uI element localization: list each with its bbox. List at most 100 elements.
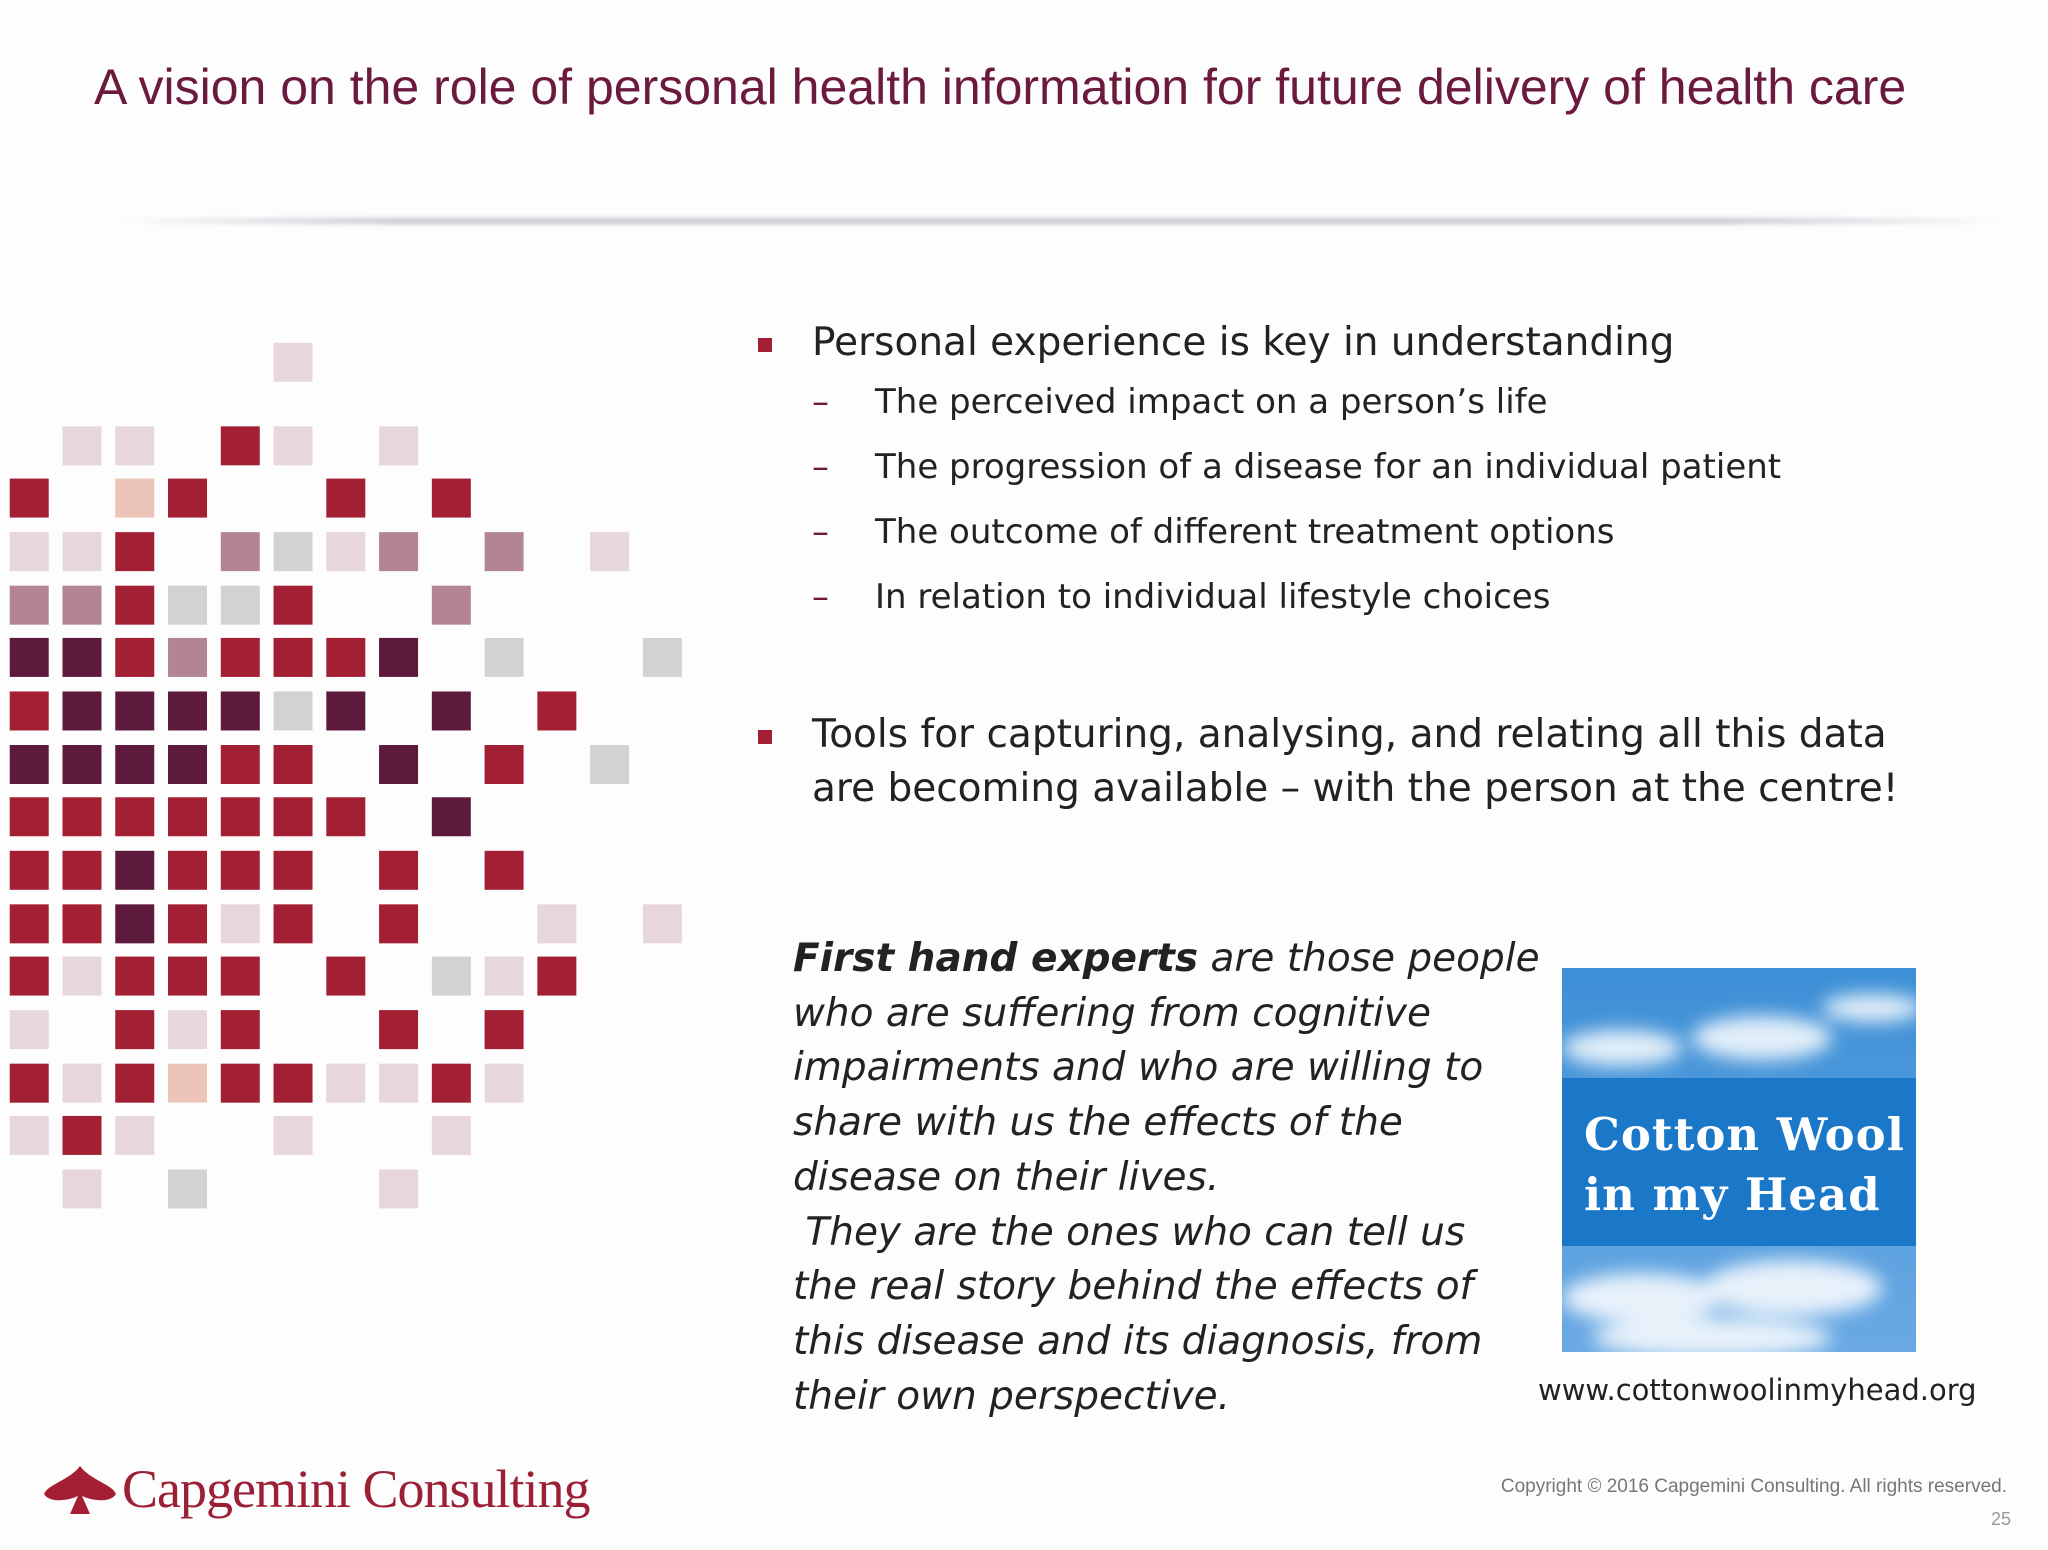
pattern-square: [273, 904, 313, 944]
pattern-square: [115, 637, 155, 677]
pattern-square: [431, 1115, 471, 1155]
pattern-square: [326, 1063, 366, 1103]
bullet-text: Personal experience is key in understand…: [812, 320, 1675, 365]
pattern-square: [220, 637, 260, 677]
pattern-square: [431, 956, 471, 996]
pattern-square: [62, 797, 102, 837]
quote-text: are those people: [1198, 936, 1540, 981]
pattern-square: [9, 1115, 49, 1155]
pattern-square: [168, 478, 208, 518]
pattern-square: [220, 850, 260, 890]
pattern-square: [9, 585, 49, 625]
sub-bullet-dash: –: [812, 512, 829, 552]
pattern-square: [590, 745, 630, 785]
pattern-square: [62, 585, 102, 625]
pattern-square: [62, 850, 102, 890]
pattern-square: [379, 1063, 419, 1103]
square-pattern: [9, 342, 682, 1209]
pattern-square: [168, 1010, 208, 1050]
pattern-square: [115, 956, 155, 996]
pattern-square: [168, 850, 208, 890]
pattern-square: [379, 532, 419, 572]
pattern-square: [9, 850, 49, 890]
pattern-square: [484, 637, 524, 677]
pattern-square: [379, 1010, 419, 1050]
pattern-square: [62, 745, 102, 785]
pattern-square: [484, 850, 524, 890]
copyright: Copyright © 2016 Capgemini Consulting. A…: [1500, 1476, 2007, 1497]
cover-caption: www.cottonwoolinmyhead.org: [1538, 1373, 1977, 1407]
pattern-square: [326, 797, 366, 837]
pattern-square: [273, 1115, 313, 1155]
pattern-square: [326, 478, 366, 518]
pattern-square: [326, 532, 366, 572]
pattern-square: [220, 904, 260, 944]
pattern-square: [115, 1115, 155, 1155]
pattern-square: [326, 956, 366, 996]
quote-bold: First hand experts: [793, 936, 1199, 981]
pattern-square: [273, 637, 313, 677]
pattern-square: [484, 745, 524, 785]
pattern-square: [9, 956, 49, 996]
pattern-square: [168, 1063, 208, 1103]
pattern-square: [115, 426, 155, 466]
pattern-square: [115, 1063, 155, 1103]
logo-icon: [44, 1466, 116, 1514]
pattern-square: [431, 1063, 471, 1103]
pattern-square: [62, 1063, 102, 1103]
quote-line: their own perspective.: [793, 1373, 1231, 1419]
pattern-square: [273, 532, 313, 572]
pattern-square: [537, 956, 577, 996]
pattern-square: [115, 797, 155, 837]
sub-bullet-dash: –: [812, 382, 829, 422]
pattern-square: [220, 1063, 260, 1103]
cover-title: in my Head: [1584, 1168, 1881, 1221]
pattern-square: [220, 426, 260, 466]
pattern-square: [168, 745, 208, 785]
pattern-square: [326, 637, 366, 677]
pattern-square: [642, 637, 682, 677]
sub-bullet-dash: –: [812, 447, 829, 487]
pattern-square: [273, 691, 313, 731]
pattern-square: [62, 1169, 102, 1209]
divider: [120, 218, 2000, 224]
pattern-square: [115, 850, 155, 890]
bullet-marker: [758, 730, 772, 744]
page-number: 25: [1990, 1509, 2011, 1529]
pattern-square: [62, 426, 102, 466]
sub-bullet-dash: –: [812, 577, 829, 617]
pattern-square: [9, 532, 49, 572]
pattern-square: [220, 797, 260, 837]
pattern-square: [273, 426, 313, 466]
pattern-square: [62, 691, 102, 731]
pattern-square: [220, 745, 260, 785]
pattern-square: [484, 1010, 524, 1050]
quote-line: They are the ones who can tell us: [793, 1209, 1466, 1255]
pattern-square: [273, 745, 313, 785]
sub-bullet-text: The perceived impact on a person’s life: [875, 382, 1548, 422]
quote-line: who are suffering from cognitive: [793, 990, 1431, 1036]
pattern-square: [220, 1010, 260, 1050]
pattern-square: [431, 478, 471, 518]
pattern-square: [220, 956, 260, 996]
pattern-square: [590, 532, 630, 572]
cover-title: Cotton Wool: [1584, 1108, 1905, 1161]
bullet-marker: [758, 338, 772, 352]
pattern-square: [326, 691, 366, 731]
pattern-square: [168, 1169, 208, 1209]
quote-line: share with us the effects of the: [793, 1100, 1403, 1146]
pattern-square: [9, 904, 49, 944]
sub-bullet-text: The outcome of different treatment optio…: [875, 512, 1615, 552]
pattern-square: [431, 691, 471, 731]
quote-line: impairments and who are willing to: [793, 1045, 1484, 1091]
pattern-square: [62, 1115, 102, 1155]
pattern-square: [220, 585, 260, 625]
pattern-square: [484, 1063, 524, 1103]
pattern-square: [115, 1010, 155, 1050]
quote-line: First hand experts are those people: [793, 936, 1540, 981]
pattern-square: [168, 904, 208, 944]
pattern-square: [431, 585, 471, 625]
pattern-square: [9, 1010, 49, 1050]
pattern-square: [220, 691, 260, 731]
bullet-text: Tools for capturing, analysing, and rela…: [812, 712, 1887, 757]
